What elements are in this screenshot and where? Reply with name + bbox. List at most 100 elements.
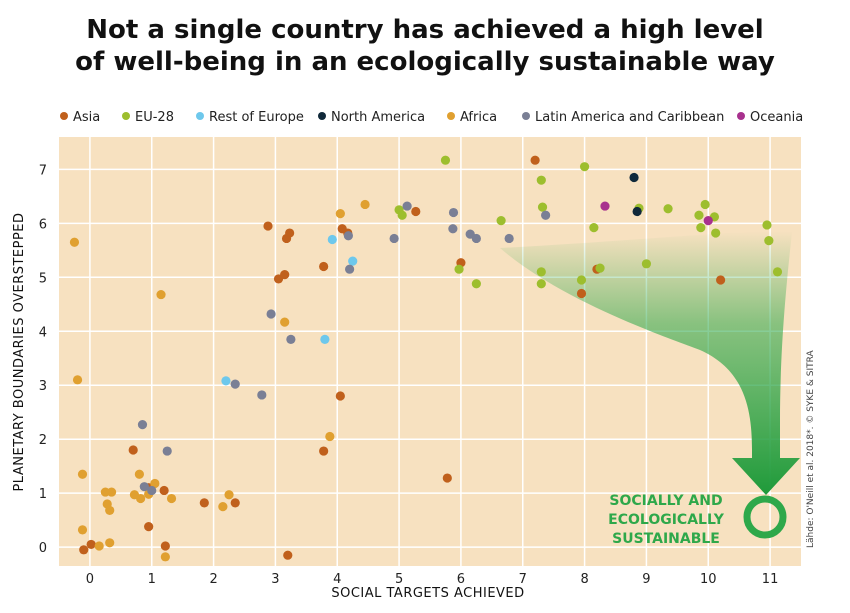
data-point bbox=[327, 234, 337, 245]
chart-title-line-2: of well-being in an ecologically sustain… bbox=[75, 47, 775, 77]
data-point bbox=[536, 267, 546, 277]
x-tick-label: 9 bbox=[642, 572, 650, 587]
x-tick-label: 11 bbox=[762, 572, 779, 587]
target-label-line-3: SUSTAINABLE bbox=[612, 531, 720, 547]
data-point bbox=[230, 379, 240, 389]
x-tick-label: 2 bbox=[209, 572, 217, 587]
legend-label: Oceania bbox=[750, 110, 804, 125]
data-point bbox=[221, 376, 231, 386]
y-tick-label: 1 bbox=[39, 487, 47, 502]
data-point bbox=[397, 210, 407, 220]
data-point bbox=[402, 201, 412, 211]
x-tick-label: 8 bbox=[580, 572, 588, 587]
data-point bbox=[530, 155, 540, 165]
legend-label: North America bbox=[331, 110, 426, 125]
data-point bbox=[134, 469, 144, 479]
legend-label: EU-28 bbox=[135, 110, 174, 125]
legend-label: Asia bbox=[73, 110, 101, 125]
data-point bbox=[162, 446, 172, 456]
data-point bbox=[128, 445, 138, 455]
data-point bbox=[283, 550, 293, 560]
data-point bbox=[69, 237, 80, 247]
legend-item: Rest of Europe bbox=[196, 110, 304, 125]
data-point bbox=[537, 202, 548, 212]
data-point bbox=[77, 469, 88, 479]
data-point bbox=[629, 172, 639, 183]
data-point bbox=[263, 221, 273, 231]
data-point bbox=[345, 264, 355, 274]
data-point bbox=[772, 267, 783, 277]
data-point bbox=[576, 288, 587, 299]
data-point bbox=[77, 525, 88, 535]
x-ticks: 0 1 2 3 4 5 6 7 8 9 10 11 bbox=[86, 572, 779, 587]
data-point bbox=[257, 390, 267, 400]
legend-label: Rest of Europe bbox=[209, 110, 304, 125]
data-point bbox=[411, 206, 421, 217]
data-point bbox=[137, 420, 148, 430]
legend-item: Latin America and Caribbean bbox=[522, 110, 724, 125]
data-point bbox=[663, 204, 673, 214]
data-point bbox=[285, 228, 295, 238]
data-point bbox=[471, 233, 481, 244]
data-point bbox=[136, 493, 146, 504]
data-point bbox=[703, 216, 713, 226]
data-point bbox=[700, 199, 710, 210]
y-tick-label: 3 bbox=[39, 379, 47, 394]
y-tick-label: 0 bbox=[39, 541, 47, 556]
data-point bbox=[641, 259, 652, 269]
data-point bbox=[150, 478, 160, 489]
data-point bbox=[360, 199, 370, 210]
target-label-line-2: ECOLOGICALLY bbox=[608, 512, 724, 528]
legend-item: Oceania bbox=[737, 110, 803, 125]
data-point bbox=[319, 446, 329, 456]
plot-area bbox=[59, 137, 801, 566]
data-point bbox=[536, 175, 546, 185]
data-point bbox=[105, 505, 115, 516]
data-point bbox=[448, 224, 458, 234]
legend-item: EU-28 bbox=[122, 110, 174, 125]
y-tick-label: 4 bbox=[39, 325, 47, 340]
data-point bbox=[159, 485, 169, 496]
legend-swatch bbox=[522, 112, 530, 120]
x-tick-label: 3 bbox=[271, 572, 279, 587]
y-tick-label: 6 bbox=[39, 217, 47, 232]
data-point bbox=[576, 275, 587, 285]
x-tick-label: 0 bbox=[86, 572, 94, 587]
data-point bbox=[343, 231, 353, 241]
data-point bbox=[711, 228, 721, 238]
data-point bbox=[156, 289, 166, 300]
data-point bbox=[320, 334, 330, 344]
y-tick-label: 2 bbox=[39, 433, 47, 448]
data-point bbox=[632, 206, 642, 217]
sustainability-arrow bbox=[500, 231, 800, 495]
legend-item: North America bbox=[318, 110, 425, 125]
data-point bbox=[471, 279, 481, 289]
sustainable-target-label: SOCIALLY AND ECOLOGICALLY SUSTAINABLE bbox=[596, 492, 736, 549]
legend-swatch bbox=[196, 112, 204, 120]
data-point bbox=[105, 538, 115, 548]
data-point bbox=[319, 261, 329, 272]
data-point bbox=[454, 264, 464, 274]
legend-item: Asia bbox=[60, 110, 100, 125]
data-point bbox=[79, 545, 89, 555]
target-label-line-1: SOCIALLY AND bbox=[609, 493, 723, 509]
data-point bbox=[600, 201, 610, 211]
data-point bbox=[442, 473, 452, 483]
data-point bbox=[696, 223, 706, 233]
data-point bbox=[94, 541, 104, 551]
legend-swatch bbox=[60, 112, 68, 120]
data-point bbox=[325, 431, 335, 442]
x-tick-label: 4 bbox=[333, 572, 341, 587]
data-point bbox=[139, 482, 149, 492]
y-axis-label: PLANETARY BOUNDARIES OVERSTEPPED bbox=[12, 212, 27, 491]
data-points bbox=[69, 155, 783, 562]
legend-swatch bbox=[318, 112, 326, 120]
data-point bbox=[589, 223, 599, 233]
data-point bbox=[335, 209, 345, 219]
data-point bbox=[224, 490, 234, 500]
data-point bbox=[579, 162, 590, 172]
data-point bbox=[199, 498, 209, 508]
y-tick-label: 5 bbox=[39, 271, 47, 286]
data-point bbox=[595, 263, 605, 273]
x-tick-label: 7 bbox=[519, 572, 527, 587]
